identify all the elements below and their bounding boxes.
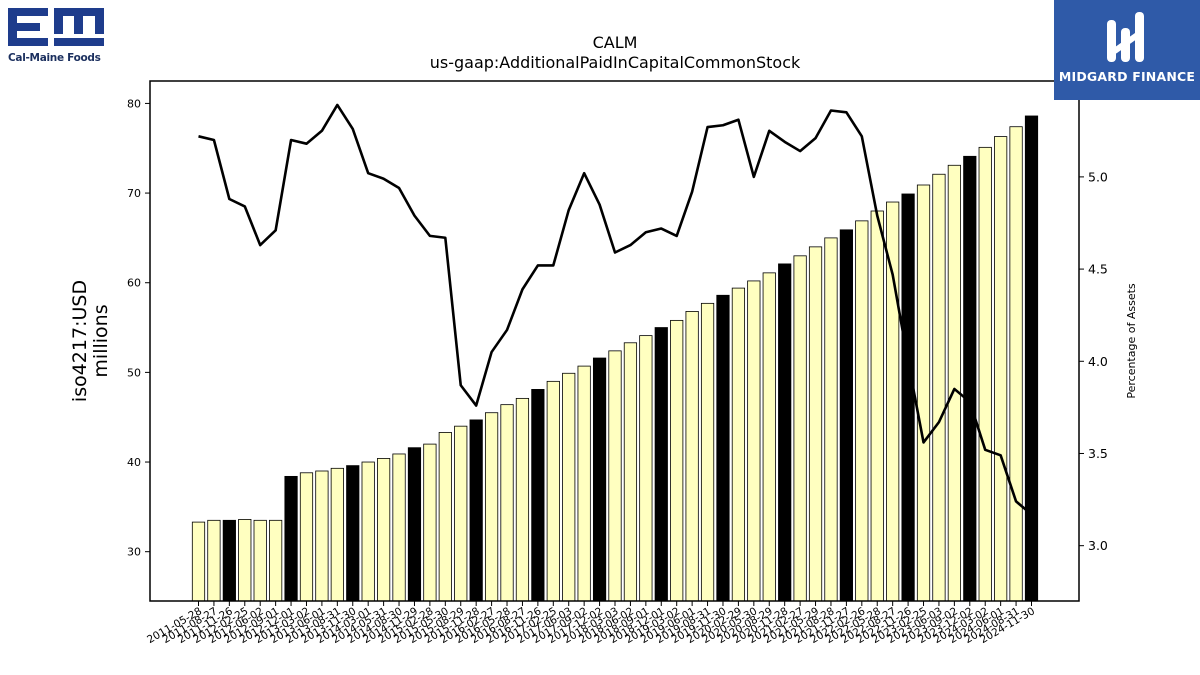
bar	[623, 342, 638, 602]
y-axis-label: iso4217:USDmillions	[69, 280, 112, 402]
bar	[978, 146, 992, 602]
bar	[839, 229, 853, 602]
bar	[932, 173, 946, 602]
bar	[377, 458, 391, 602]
y-tick-label: 40	[127, 456, 141, 469]
bar	[808, 246, 823, 602]
bar	[947, 164, 961, 602]
bar	[438, 432, 452, 602]
bar	[685, 311, 699, 602]
chart-subtitle: us-gaap:AdditionalPaidInCapitalCommonSto…	[430, 53, 801, 72]
bar	[407, 447, 422, 602]
bar	[855, 220, 869, 602]
y2-tick-label: 4.0	[1088, 354, 1108, 369]
bar	[284, 475, 298, 602]
bar-series	[191, 115, 1039, 602]
line-series	[198, 103, 1033, 516]
y-tick-label: 60	[127, 277, 141, 290]
y-tick-label: 50	[127, 366, 141, 379]
bar	[577, 365, 591, 602]
em-logo-icon	[8, 8, 104, 46]
bar	[562, 372, 576, 602]
bar	[608, 350, 622, 602]
bar	[762, 272, 776, 602]
bar	[793, 255, 807, 602]
y2-tick-label: 4.5	[1088, 262, 1108, 277]
bar	[253, 519, 267, 602]
cal-maine-logo: Cal-Maine Foods	[6, 6, 110, 66]
bar	[747, 280, 761, 602]
bar	[423, 443, 437, 602]
bar	[731, 287, 746, 602]
percentage-line	[198, 103, 1033, 516]
bar	[716, 294, 730, 602]
y-tick-label: 70	[127, 187, 141, 200]
y-axis-label-text: iso4217:USDmillions	[69, 280, 112, 402]
bar	[299, 472, 314, 602]
bar	[500, 404, 514, 602]
bar	[392, 453, 406, 602]
bar	[639, 335, 653, 602]
bar	[469, 419, 483, 602]
bar	[700, 302, 715, 602]
chart-title: CALM	[593, 33, 638, 52]
bar	[361, 461, 375, 602]
y2-tick-label: 5.0	[1088, 169, 1108, 184]
bar	[916, 184, 931, 602]
y2-tick-label: 3.0	[1088, 538, 1108, 553]
bar	[901, 193, 915, 602]
bar	[315, 470, 329, 602]
bar	[654, 327, 668, 602]
bar	[454, 425, 468, 602]
bar	[484, 412, 499, 602]
y-tick-label: 30	[127, 546, 141, 559]
bar	[1024, 115, 1039, 602]
bar	[592, 357, 607, 602]
y2-tick-label: 3.5	[1088, 446, 1108, 461]
midgard-finance-logo-text: MIDGARD FINANCE	[1058, 69, 1196, 84]
bar	[824, 237, 838, 602]
y-axis-label-line: iso4217:USD	[69, 280, 91, 402]
bar	[207, 519, 221, 602]
y-axis-label-line: millions	[90, 304, 112, 377]
axes: 3040506070803.03.54.04.55.02011-05-28201…	[127, 80, 1108, 646]
bar	[269, 519, 283, 602]
bar	[870, 210, 884, 602]
bar	[238, 519, 252, 602]
bar	[1009, 126, 1023, 602]
bar	[531, 389, 545, 602]
bar	[330, 467, 344, 602]
cal-maine-logo-text: Cal-Maine Foods	[8, 52, 101, 64]
bar	[222, 519, 236, 602]
midgard-finance-logo: MIDGARD FINANCE	[1054, 0, 1200, 100]
bar	[346, 465, 360, 602]
bar	[963, 155, 977, 602]
bar	[515, 397, 530, 602]
bar	[191, 521, 206, 602]
bar	[670, 319, 684, 602]
y-tick-label: 80	[127, 97, 141, 110]
y2-axis-label: Percentage of Assets	[1125, 283, 1138, 399]
bar	[546, 380, 560, 602]
bar	[778, 263, 792, 602]
midgard-emblem-icon	[1107, 12, 1144, 62]
bar	[994, 136, 1008, 602]
